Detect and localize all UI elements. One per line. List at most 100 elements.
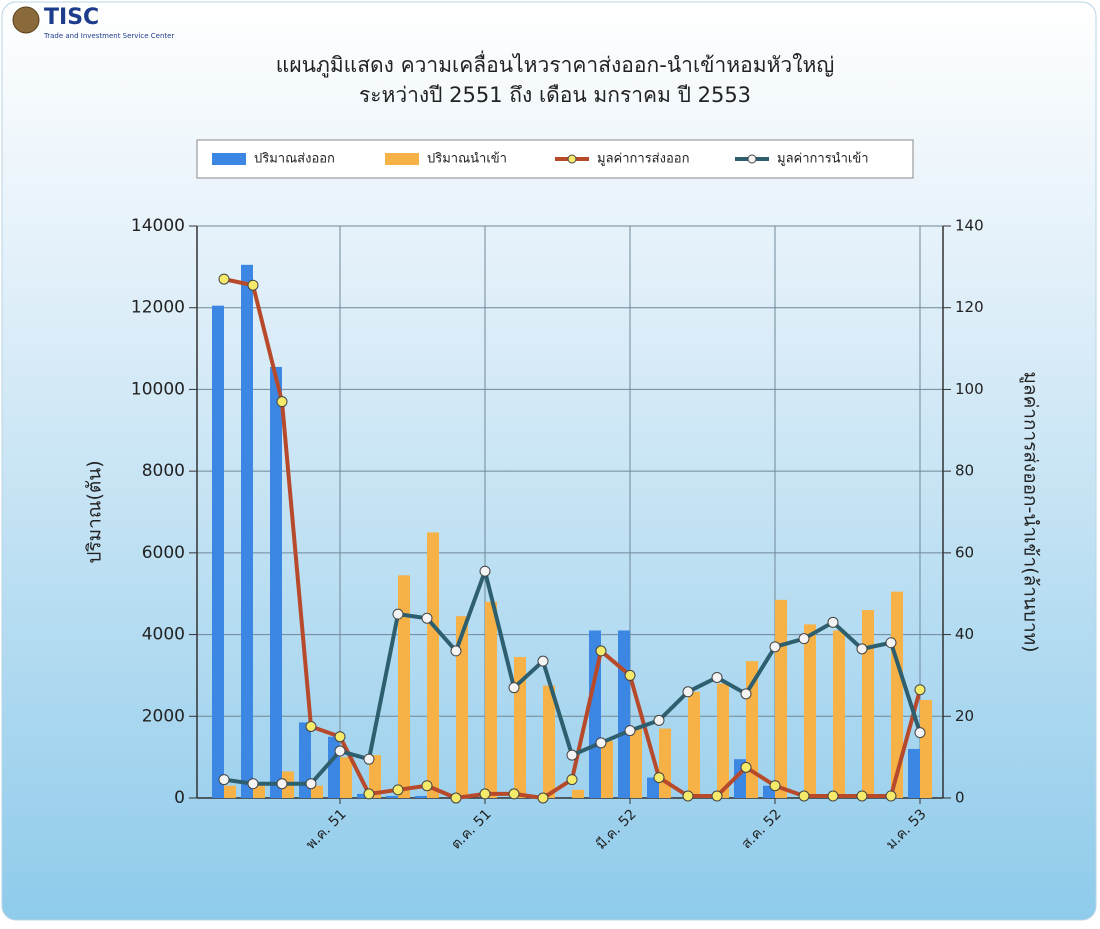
line-marker bbox=[422, 613, 432, 623]
y2-tick-label: 20 bbox=[955, 707, 974, 725]
line-marker bbox=[219, 775, 229, 785]
bar bbox=[659, 729, 671, 798]
y-axis-label: ปริมาณ(ตัน) bbox=[84, 460, 106, 563]
line-marker bbox=[770, 781, 780, 791]
legend-label: มูลค่าการนำเข้า bbox=[777, 152, 869, 167]
line-marker bbox=[509, 789, 519, 799]
line-marker bbox=[596, 646, 606, 656]
y2-tick-label: 40 bbox=[955, 625, 974, 643]
y-tick-label: 0 bbox=[174, 788, 185, 808]
legend-label: ปริมาณนำเข้า bbox=[427, 152, 507, 167]
bar bbox=[543, 686, 555, 798]
line-marker bbox=[451, 793, 461, 803]
chart-subtitle: ระหว่างปี 2551 ถึง เดือน มกราคม ปี 2553 bbox=[359, 83, 751, 107]
line-marker bbox=[596, 738, 606, 748]
bar bbox=[340, 757, 352, 798]
legend-swatch bbox=[385, 153, 419, 165]
line-marker bbox=[712, 791, 722, 801]
line-marker bbox=[741, 689, 751, 699]
legend-label: มูลค่าการส่งออก bbox=[597, 152, 689, 167]
bar bbox=[427, 532, 439, 798]
line-marker bbox=[770, 642, 780, 652]
line-marker bbox=[364, 789, 374, 799]
line-marker bbox=[886, 791, 896, 801]
line-marker bbox=[799, 634, 809, 644]
y-tick-label: 8000 bbox=[142, 461, 185, 481]
bar bbox=[717, 684, 729, 798]
line-marker bbox=[393, 785, 403, 795]
line-marker bbox=[857, 644, 867, 654]
bar bbox=[618, 630, 630, 798]
line-marker bbox=[306, 722, 316, 732]
bar bbox=[241, 265, 253, 798]
line-marker bbox=[364, 754, 374, 764]
y2-tick-label: 100 bbox=[955, 380, 984, 398]
line-marker bbox=[799, 791, 809, 801]
line-marker bbox=[828, 617, 838, 627]
line-marker bbox=[248, 779, 258, 789]
bar bbox=[485, 602, 497, 798]
bar bbox=[920, 700, 932, 798]
line-marker bbox=[219, 274, 229, 284]
legend-swatch bbox=[212, 153, 246, 165]
bar bbox=[833, 630, 845, 798]
line-marker bbox=[277, 779, 287, 789]
line-marker bbox=[422, 781, 432, 791]
line-marker bbox=[741, 762, 751, 772]
line-marker bbox=[248, 280, 258, 290]
line-marker bbox=[451, 646, 461, 656]
logo-icon bbox=[13, 7, 39, 33]
bar bbox=[775, 600, 787, 798]
bar bbox=[398, 575, 410, 798]
logo: TISC bbox=[44, 5, 99, 30]
bar bbox=[804, 624, 816, 798]
bar bbox=[688, 692, 700, 798]
line-marker bbox=[538, 656, 548, 666]
line-marker bbox=[654, 715, 664, 725]
y-tick-label: 2000 bbox=[142, 706, 185, 726]
line-marker bbox=[915, 685, 925, 695]
line-marker bbox=[567, 775, 577, 785]
line-marker bbox=[712, 672, 722, 682]
y2-tick-label: 0 bbox=[955, 789, 965, 807]
bar bbox=[270, 367, 282, 798]
line-marker bbox=[277, 397, 287, 407]
bar bbox=[224, 786, 236, 798]
y-tick-label: 14000 bbox=[131, 216, 185, 236]
y2-tick-label: 120 bbox=[955, 298, 984, 316]
bar bbox=[415, 796, 427, 798]
line-marker bbox=[393, 609, 403, 619]
line-marker bbox=[915, 728, 925, 738]
line-marker bbox=[625, 726, 635, 736]
line-marker bbox=[480, 789, 490, 799]
bar bbox=[386, 796, 398, 798]
y-tick-label: 6000 bbox=[142, 543, 185, 563]
y2-tick-label: 60 bbox=[955, 543, 974, 561]
line-marker bbox=[480, 566, 490, 576]
bar bbox=[572, 790, 584, 798]
line-marker bbox=[335, 746, 345, 756]
bar bbox=[601, 741, 613, 798]
legend-swatch bbox=[568, 155, 576, 163]
legend-swatch bbox=[748, 155, 756, 163]
line-marker bbox=[683, 687, 693, 697]
line-marker bbox=[683, 791, 693, 801]
y2-tick-label: 80 bbox=[955, 462, 974, 480]
y-tick-label: 12000 bbox=[131, 298, 185, 318]
line-marker bbox=[509, 683, 519, 693]
chart-title: แผนภูมิแสดง ความเคลื่อนไหวราคาส่งออก-นำเ… bbox=[276, 50, 834, 78]
y2-tick-label: 140 bbox=[955, 217, 984, 235]
line-marker bbox=[335, 732, 345, 742]
bar bbox=[212, 306, 224, 798]
line-marker bbox=[306, 779, 316, 789]
line-marker bbox=[828, 791, 838, 801]
line-marker bbox=[538, 793, 548, 803]
line-marker bbox=[654, 773, 664, 783]
line-marker bbox=[886, 638, 896, 648]
logo-subtitle: Trade and Investment Service Center bbox=[43, 32, 174, 40]
legend-label: ปริมาณส่งออก bbox=[254, 152, 335, 167]
line-marker bbox=[857, 791, 867, 801]
y-tick-label: 4000 bbox=[142, 625, 185, 645]
chart: TISC Trade and Investment Service Center… bbox=[0, 0, 1100, 925]
bar bbox=[862, 610, 874, 798]
